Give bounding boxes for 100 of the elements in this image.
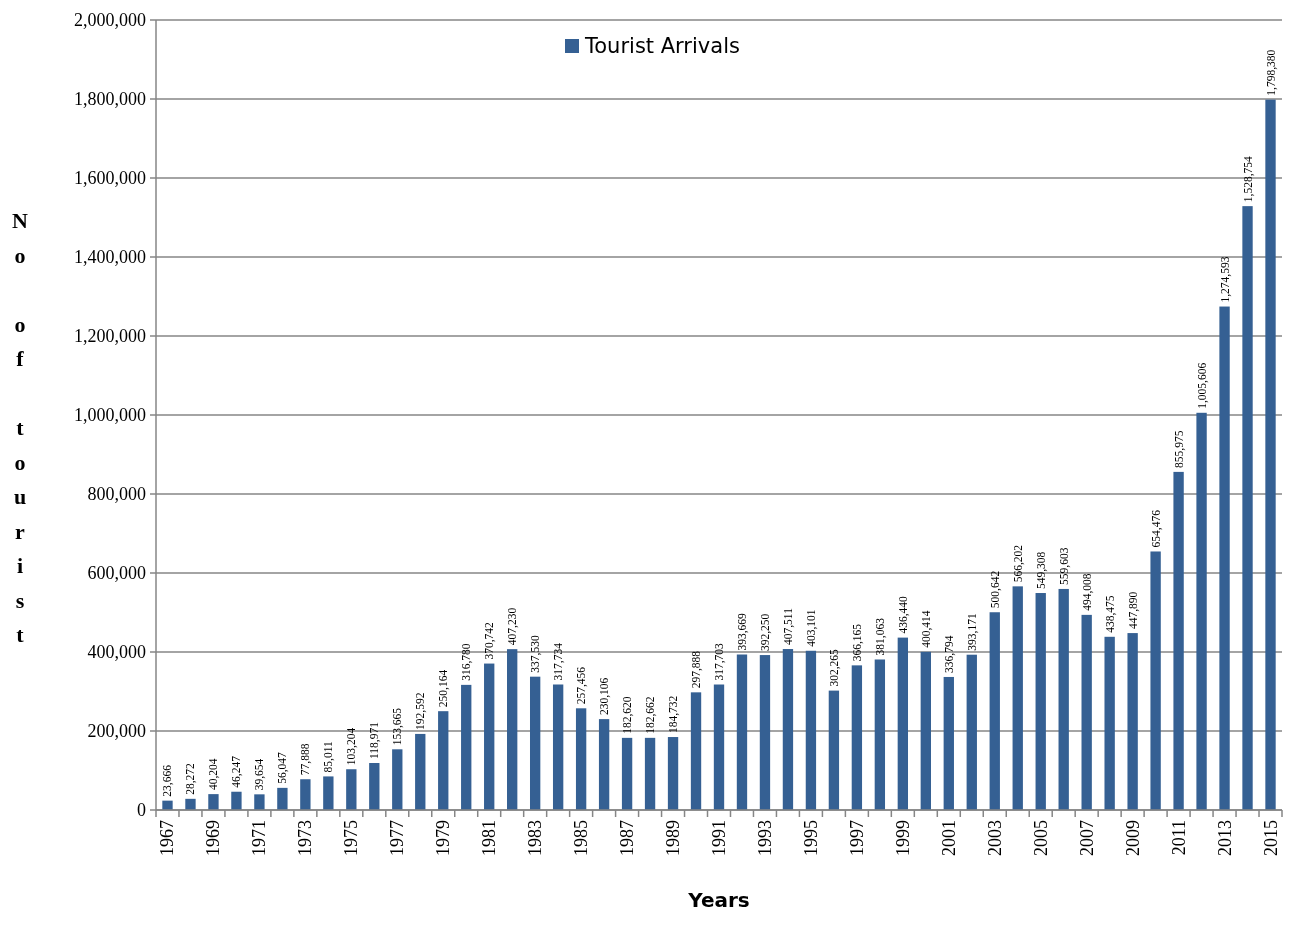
data-label: 184,732 [667,695,681,734]
x-tick-label: 1977 [387,820,408,856]
data-label: 400,414 [919,610,933,648]
data-label: 77,888 [299,743,313,776]
data-label: 381,063 [873,617,887,656]
y-tick-label: 1,400,000 [74,247,146,268]
bar [1081,614,1092,810]
x-tick-label: 2015 [1260,820,1281,856]
bar [782,649,794,810]
data-label: 1,798,380 [1264,49,1278,96]
data-label: 370,742 [483,621,497,660]
bar [759,655,771,810]
data-label: 1,005,606 [1195,362,1209,409]
bar [1104,636,1115,810]
data-label: 317,703 [713,642,726,681]
bar [575,708,587,810]
data-label: 559,603 [1057,547,1071,585]
y-tick-label: 600,000 [87,563,146,584]
data-label: 1,528,754 [1241,155,1255,203]
bar [438,711,449,810]
data-label: 654,476 [1149,509,1163,548]
x-tick-label: 1971 [249,820,270,856]
x-tick-label: 1969 [203,820,224,856]
x-tick-label: 1991 [709,820,729,856]
data-label: 40,204 [207,758,221,791]
data-label: 85,011 [322,740,336,773]
data-label: 39,654 [253,758,267,791]
data-label: 182,620 [621,696,635,734]
data-label: 1,274,593 [1218,256,1232,303]
bar [1058,588,1069,810]
y-tick-label: 2,000,000 [74,10,146,31]
data-label: 447,890 [1126,591,1140,630]
bar [1127,633,1138,810]
x-tick-label: 2003 [984,820,1005,856]
data-label: 549,308 [1034,551,1048,590]
bar [185,798,196,810]
x-tick-label: 2001 [938,820,959,856]
data-label: 56,047 [276,751,290,784]
x-axis-title: Years [687,888,750,912]
bar [300,779,311,810]
data-label: 118,971 [368,721,382,760]
data-label: 250,164 [437,669,451,708]
bar [1219,306,1230,810]
y-tick-label: 1,600,000 [74,168,146,189]
text: No of tourist [12,208,28,647]
x-tick-label: 1987 [617,820,638,856]
bar [346,769,357,810]
x-tick-label: 1989 [663,820,684,856]
y-tick-label: 200,000 [87,721,146,742]
bar [897,637,909,810]
y-tick-label: 800,000 [87,484,146,505]
x-tick-label: 2007 [1076,820,1097,856]
data-label: 393,171 [965,613,979,651]
bar [621,737,633,810]
data-label: 297,888 [690,650,704,689]
bar [507,649,518,810]
x-tick-label: 1997 [846,820,867,856]
data-label: 403,101 [804,609,818,647]
data-label: 494,008 [1080,573,1094,611]
bar [713,684,725,810]
bar [667,737,679,810]
y-tick-label: 1,000,000 [74,405,146,426]
x-tick-label: 2005 [1030,820,1051,856]
bar [392,749,403,810]
bar [552,684,564,810]
data-label: 407,230 [506,607,520,646]
y-tick-label: 0 [137,800,146,821]
data-label: 192,592 [414,692,428,730]
bar [1265,99,1276,810]
data-label: 336,794 [942,635,956,673]
data-label: 230,106 [598,677,612,716]
bar [323,776,334,810]
data-label: 438,475 [1103,595,1117,633]
data-label: 257,456 [575,666,589,705]
bar [644,737,656,810]
bar [484,663,495,810]
x-tick-label: 1975 [341,820,362,856]
x-tick-label: 2013 [1214,820,1235,856]
data-label: 317,734 [552,642,566,681]
data-label: 337,530 [529,635,543,673]
y-tick-label: 1,200,000 [74,326,146,347]
bar [231,791,242,810]
x-tick-label: 1967 [157,820,178,856]
data-label: 182,662 [644,696,658,734]
bar [529,676,541,810]
bar [851,665,863,810]
x-tick-label: 2009 [1122,820,1143,856]
bar [254,794,265,810]
data-label: 855,975 [1172,430,1186,468]
bar [943,676,954,810]
bar [736,654,748,810]
data-label: 393,669 [735,612,749,651]
bar [1035,593,1046,810]
data-label: 392,250 [758,613,772,652]
x-tick-label: 1985 [571,820,592,856]
x-tick-label: 1999 [892,820,913,856]
y-tick-label: 400,000 [87,642,146,663]
data-label: 316,780 [460,643,474,681]
bar [1242,206,1253,810]
bar [369,763,380,810]
